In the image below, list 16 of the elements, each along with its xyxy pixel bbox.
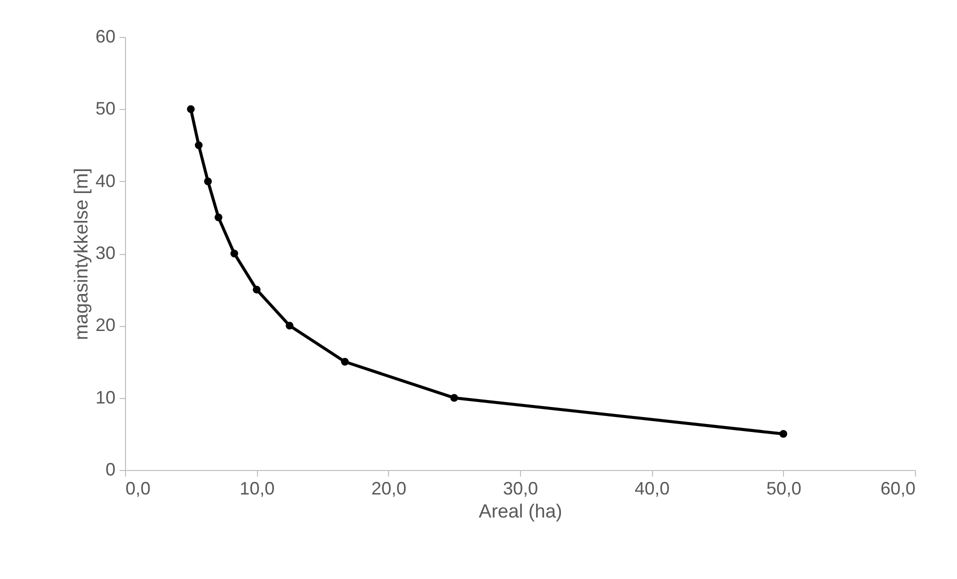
- y-axis-title: magasintykkelse [m]: [71, 168, 92, 340]
- y-tick-label: 20: [95, 315, 116, 336]
- x-tick-label: 40,0: [634, 478, 670, 498]
- x-tick-label: 30,0: [502, 478, 538, 498]
- x-tick-label: 10,0: [240, 478, 275, 498]
- x-tick-label: 20,0: [371, 478, 406, 498]
- y-tick-label: 60: [95, 26, 116, 46]
- x-axis-title: Areal (ha): [478, 502, 562, 522]
- y-tick-label: 40: [95, 170, 116, 191]
- y-tick-label: 0: [105, 460, 116, 480]
- x-tick-label: 50,0: [766, 478, 802, 498]
- y-tick-label: 10: [95, 387, 116, 408]
- x-tick-label: 60,0: [880, 478, 916, 498]
- x-tick-label: 0,0: [126, 478, 151, 498]
- y-tick-label: 30: [95, 243, 116, 263]
- y-tick-label: 50: [95, 98, 116, 119]
